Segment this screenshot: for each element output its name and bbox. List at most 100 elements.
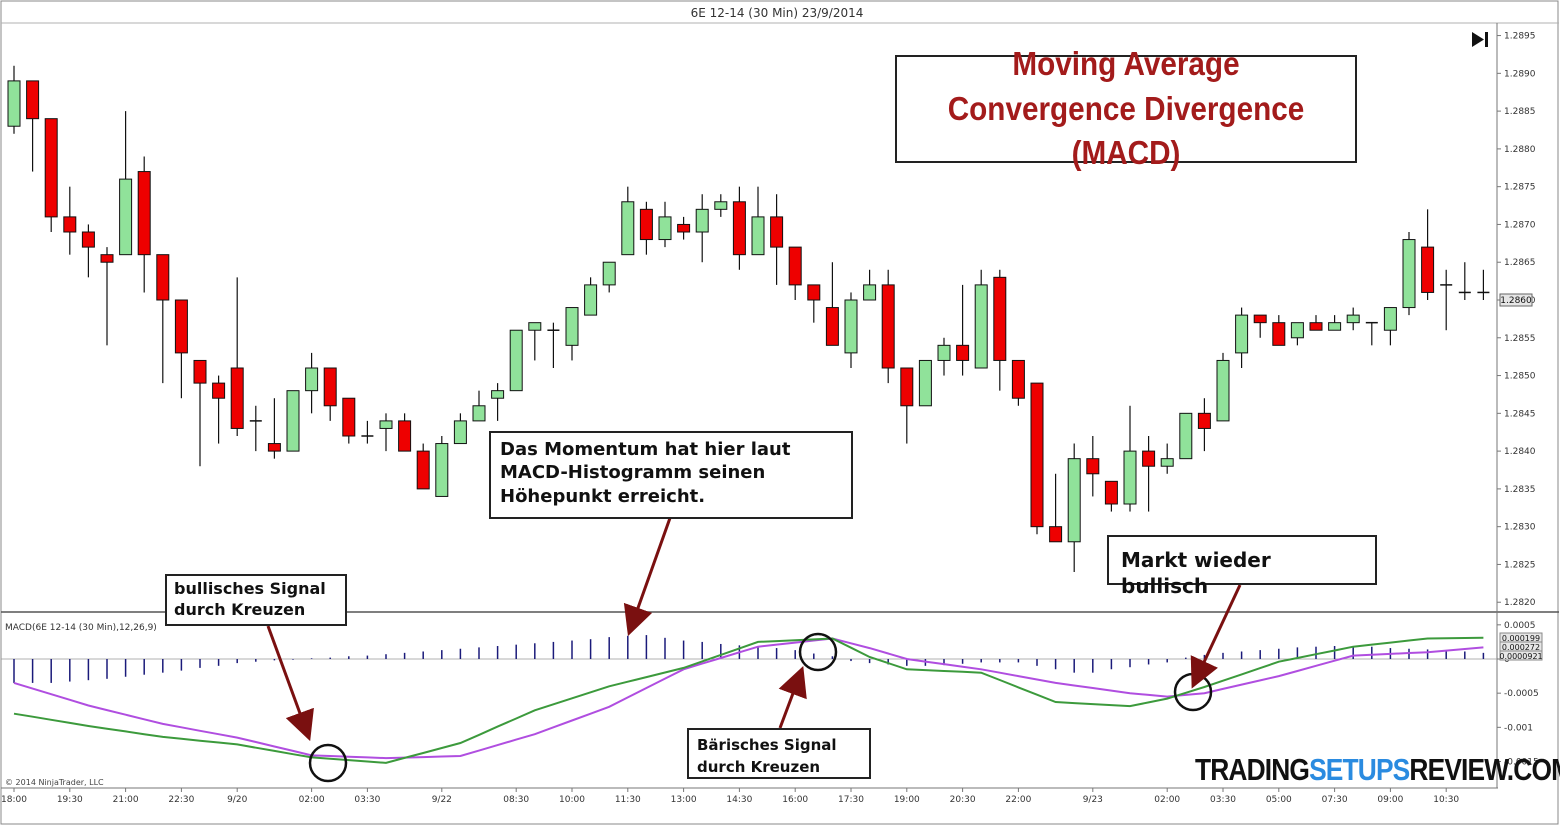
momentum-annotation: Das Momentum hat hier laut MACD-Histogra…: [489, 431, 853, 519]
candle: [1440, 269, 1453, 331]
macd-histogram: [1, 635, 1497, 683]
candle: [509, 329, 523, 392]
time-tick-label: 21:00: [113, 795, 139, 805]
candle: [416, 443, 430, 490]
candle: [26, 80, 40, 172]
candle: [751, 186, 765, 256]
time-tick-label: 13:00: [671, 795, 697, 805]
candle: [639, 201, 653, 255]
candle-body: [1272, 322, 1286, 346]
candlestick-series: [7, 65, 1490, 572]
candle-body: [1346, 314, 1360, 324]
candle-body: [1049, 526, 1063, 543]
candle-body: [528, 322, 542, 331]
candle-body: [1290, 322, 1304, 339]
candle: [1216, 352, 1230, 422]
candle-body: [621, 201, 635, 256]
time-tick-label: 10:00: [559, 795, 585, 805]
candle-body: [453, 420, 467, 445]
candle-body: [305, 367, 319, 392]
candle-body: [956, 344, 970, 361]
bearish-signal-arrow: [778, 665, 807, 729]
candle-body: [174, 299, 188, 354]
candle: [918, 359, 932, 407]
candle: [807, 284, 821, 323]
candle-body: [602, 261, 616, 286]
price-tick-label: 1.2835: [1504, 485, 1536, 495]
price-tick-label: 1.2875: [1504, 183, 1536, 193]
price-tick-label: 1.2870: [1504, 220, 1536, 230]
price-tick-label: 1.2855: [1504, 334, 1536, 344]
time-tick-label: 20:30: [950, 795, 976, 805]
price-tick-label: 1.2840: [1504, 447, 1536, 457]
brand-part3: REVIEW.COM: [1409, 752, 1560, 787]
price-tick-label: 1.2830: [1504, 523, 1536, 533]
candle: [1421, 209, 1435, 300]
candle-body: [323, 367, 337, 407]
macd-tick-label: 0.0005: [1504, 621, 1536, 631]
candle: [1179, 412, 1193, 460]
candle-body: [398, 420, 412, 452]
candle-body: [714, 201, 728, 210]
candle: [63, 186, 77, 255]
candle-body: [435, 443, 449, 497]
price-tick-label: 1.2865: [1504, 258, 1536, 268]
candle: [100, 247, 114, 346]
candle: [1365, 321, 1378, 346]
candle-body: [230, 367, 244, 429]
candle: [1049, 473, 1063, 543]
candle: [1104, 480, 1118, 512]
candle-body: [1067, 458, 1081, 543]
chart-title-line2: Convergence Divergence (MACD): [947, 89, 1305, 172]
chart-title-line1: Moving Average: [1012, 45, 1240, 83]
signal-line: [13, 637, 1484, 760]
candle: [956, 284, 970, 376]
macd-value-labels: 0.000199 0.000272 0.0000921: [1499, 632, 1543, 661]
candle: [863, 269, 877, 301]
candle-body: [44, 118, 58, 218]
candle: [900, 367, 914, 444]
candle: [695, 194, 709, 263]
candle-body: [1216, 359, 1230, 422]
candle: [1011, 359, 1025, 406]
candle: [1272, 315, 1286, 346]
candle-body: [788, 246, 802, 286]
brand-part2: SETUPS: [1309, 752, 1410, 787]
candle: [1197, 398, 1211, 452]
candle: [1160, 443, 1174, 474]
candle: [174, 299, 188, 399]
candle-body: [807, 284, 821, 301]
time-tick-label: 22:30: [168, 795, 194, 805]
market-bullish-annotation: Markt wieder bullisch: [1107, 535, 1377, 598]
candle-body: [1086, 458, 1100, 475]
candle-body: [751, 216, 765, 256]
candle-body: [1383, 307, 1397, 331]
candle: [677, 216, 691, 240]
candle: [937, 337, 951, 376]
candle-body: [267, 443, 281, 452]
candle-body: [881, 284, 895, 369]
candle: [1402, 232, 1416, 316]
candle: [435, 436, 449, 497]
candle: [1309, 315, 1323, 331]
candle-body: [491, 390, 505, 399]
macd-indicator-label: MACD(6E 12-14 (30 Min),12,26,9): [5, 623, 157, 633]
candle-body: [119, 178, 133, 256]
candle: [1477, 269, 1490, 300]
candle-body: [156, 254, 170, 301]
candle: [491, 383, 505, 421]
candle: [658, 201, 672, 248]
candle: [1346, 307, 1360, 331]
window-title: 6E 12-14 (30 Min) 23/9/2014: [691, 6, 864, 20]
candle: [472, 390, 486, 422]
candle-body: [658, 216, 672, 241]
candle: [7, 65, 21, 134]
title-box: [895, 55, 1357, 163]
time-tick-label: 09:00: [1377, 795, 1403, 805]
macd-value-label: 0.000199: [1502, 634, 1540, 643]
candle: [1123, 405, 1137, 512]
candle: [81, 224, 95, 278]
skip-forward-icon[interactable]: [1472, 32, 1488, 47]
macd-tick-label: -0.0005: [1504, 689, 1539, 699]
candle-body: [1197, 412, 1211, 429]
